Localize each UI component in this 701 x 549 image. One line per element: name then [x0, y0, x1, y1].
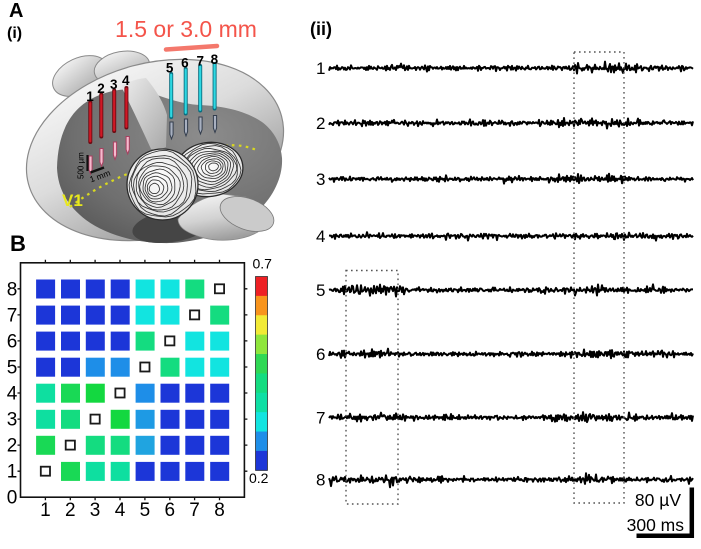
svg-text:A: A: [9, 0, 23, 22]
svg-text:0: 0: [7, 488, 18, 509]
svg-text:6: 6: [165, 500, 176, 521]
svg-text:4: 4: [7, 384, 18, 405]
svg-text:5: 5: [7, 358, 18, 379]
svg-text:6: 6: [181, 55, 189, 70]
svg-text:500 µm: 500 µm: [77, 152, 86, 179]
svg-text:8: 8: [211, 52, 219, 67]
svg-text:1.5 or 3.0 mm: 1.5 or 3.0 mm: [115, 16, 257, 42]
svg-text:4: 4: [316, 227, 325, 246]
svg-text:7: 7: [316, 408, 325, 427]
svg-text:3: 3: [7, 410, 18, 431]
svg-text:1: 1: [86, 89, 94, 104]
svg-text:B: B: [10, 231, 26, 256]
svg-text:8: 8: [214, 500, 225, 521]
svg-text:(i): (i): [7, 25, 22, 42]
svg-text:3: 3: [316, 170, 325, 189]
svg-text:6: 6: [7, 331, 18, 352]
svg-text:0.7: 0.7: [253, 256, 273, 272]
svg-text:7: 7: [196, 54, 204, 69]
svg-text:2: 2: [65, 500, 76, 521]
svg-text:V1: V1: [62, 191, 83, 210]
svg-text:7: 7: [189, 500, 200, 521]
svg-text:3: 3: [90, 500, 101, 521]
svg-text:3: 3: [110, 77, 118, 92]
svg-text:300 ms: 300 ms: [627, 515, 685, 535]
svg-text:1: 1: [316, 59, 325, 78]
svg-text:7: 7: [7, 305, 18, 326]
svg-text:2: 2: [316, 114, 325, 133]
svg-text:4: 4: [115, 500, 126, 521]
svg-text:5: 5: [166, 61, 174, 76]
svg-text:2: 2: [7, 436, 18, 457]
svg-text:80 µV: 80 µV: [635, 490, 681, 510]
svg-text:5: 5: [140, 500, 151, 521]
svg-text:1: 1: [7, 462, 18, 483]
svg-text:0.2: 0.2: [249, 470, 269, 486]
svg-text:8: 8: [7, 279, 18, 300]
svg-text:8: 8: [316, 470, 325, 489]
svg-text:4: 4: [122, 73, 130, 88]
svg-text:6: 6: [316, 345, 325, 364]
svg-text:5: 5: [316, 281, 325, 300]
svg-text:(ii): (ii): [310, 19, 332, 39]
svg-text:1: 1: [40, 500, 51, 521]
svg-text:2: 2: [97, 81, 105, 96]
